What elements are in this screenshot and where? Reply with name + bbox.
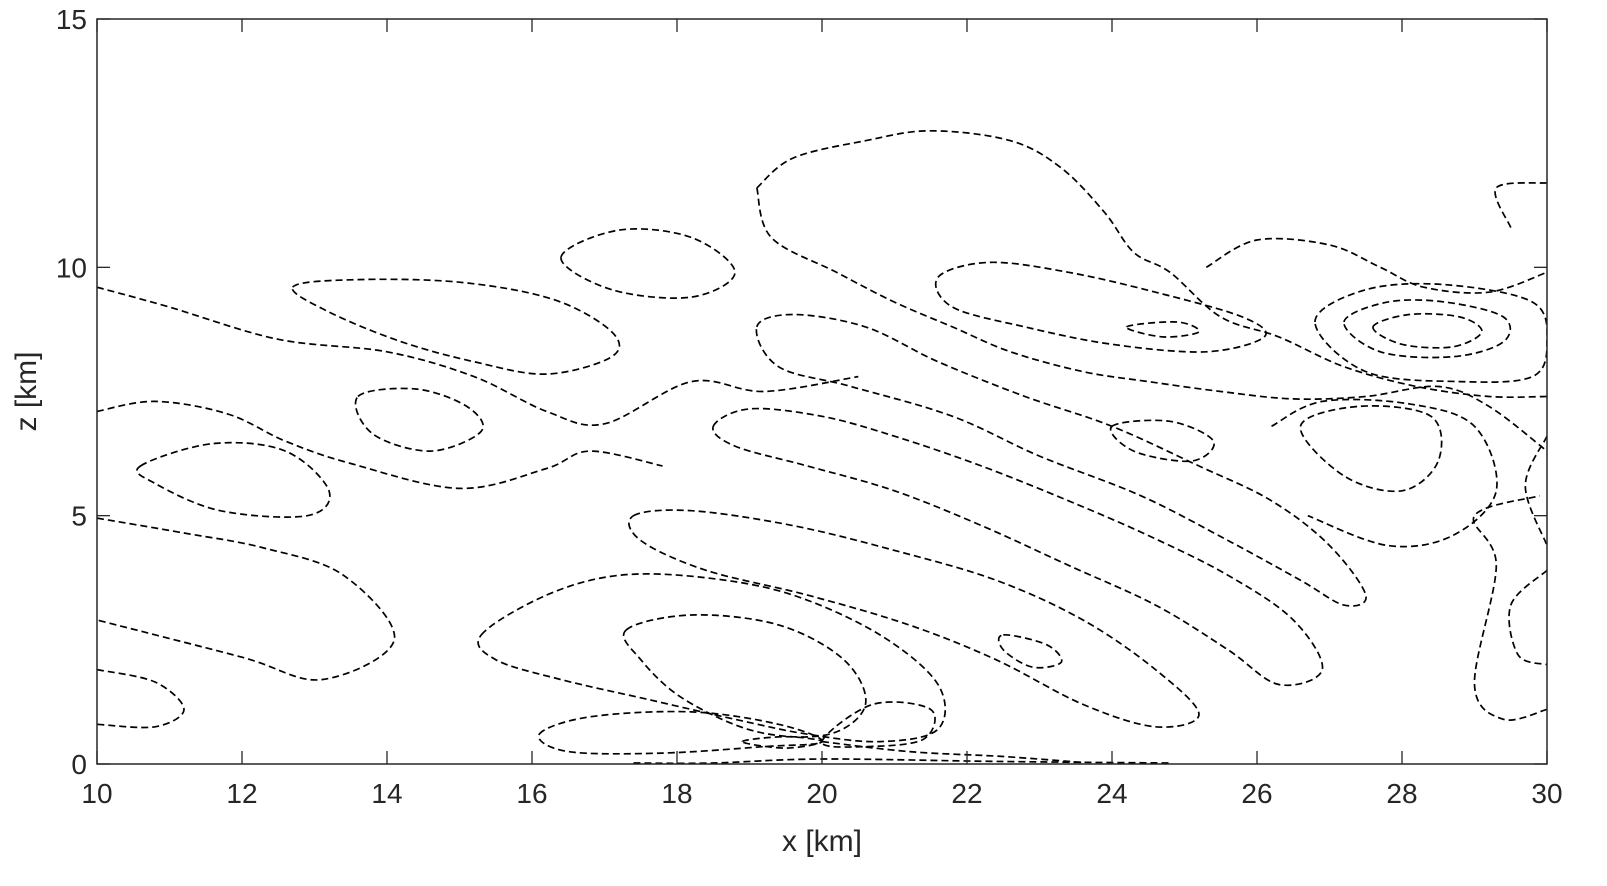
x-tick-label: 28 [1386, 778, 1417, 809]
contour-line [1372, 312, 1483, 349]
contour-line [1472, 494, 1547, 721]
plot-area: 10 12 14 16 18 20 22 24 26 28 30 0 5 10 15 [56, 4, 1563, 809]
y-axis-label: z [km] [10, 352, 43, 432]
contour-line [821, 701, 936, 748]
x-tick-label: 24 [1096, 778, 1127, 809]
x-tick-label: 16 [516, 778, 547, 809]
contour-line [97, 286, 859, 426]
contour-line [628, 509, 1200, 728]
contour-line [934, 261, 1267, 353]
axes-frame [96, 18, 1548, 765]
contour-line [1205, 237, 1547, 294]
contour-line [755, 313, 1367, 607]
x-tick-label: 20 [806, 778, 837, 809]
x-tick-label: 30 [1531, 778, 1562, 809]
contour-line [1524, 435, 1547, 546]
contour-lines [97, 129, 1547, 764]
y-tick-label: 5 [71, 501, 87, 532]
contour-line [477, 573, 947, 743]
contour-line [1494, 182, 1547, 228]
contour-line [1343, 299, 1512, 359]
contour-line [97, 517, 396, 681]
y-tick-label: 0 [71, 749, 87, 780]
contour-line [1508, 569, 1547, 666]
x-tick-label: 26 [1241, 778, 1272, 809]
axis-ticks: 10 12 14 16 18 20 22 24 26 28 30 0 5 10 15 [56, 4, 1563, 809]
contour-line [1271, 398, 1498, 548]
contour-line [97, 400, 663, 490]
contour-line [560, 228, 736, 299]
contour-line [1299, 405, 1443, 493]
y-tick-label: 10 [56, 252, 87, 283]
contour-line [97, 668, 185, 729]
contour-line [1109, 419, 1215, 463]
contour-line [1125, 320, 1201, 338]
x-tick-label: 14 [371, 778, 402, 809]
contour-line [622, 614, 867, 738]
contour-line [291, 278, 621, 375]
x-tick-label: 12 [226, 778, 257, 809]
contour-line [712, 407, 1324, 687]
contour-line [633, 758, 1171, 764]
contour-line [756, 129, 1547, 399]
x-tick-label: 10 [81, 778, 112, 809]
contour-line [755, 187, 1547, 452]
y-tick-label: 15 [56, 4, 87, 35]
contour-line [821, 740, 1084, 764]
x-tick-label: 22 [951, 778, 982, 809]
x-tick-label: 18 [661, 778, 692, 809]
contour-line [135, 441, 331, 518]
contour-line [354, 387, 484, 452]
contour-line [997, 634, 1063, 669]
contour-line [1314, 282, 1547, 383]
x-axis-label: x [km] [782, 825, 862, 858]
